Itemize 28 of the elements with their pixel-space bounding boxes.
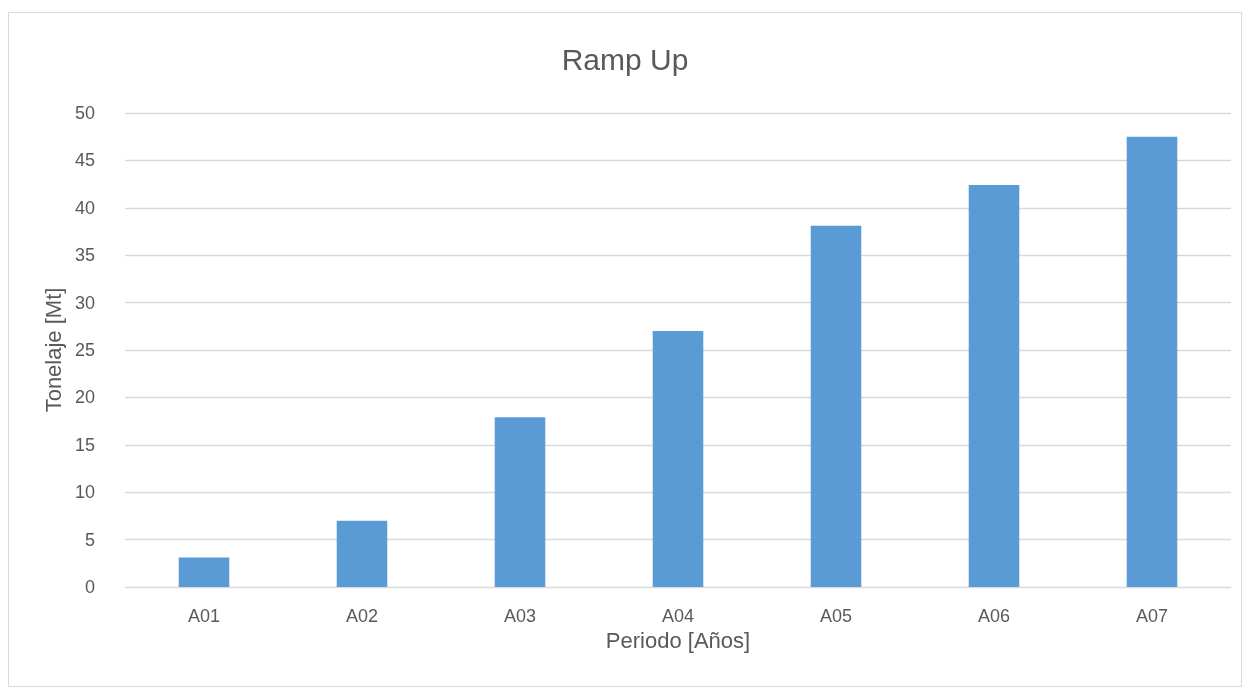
x-tick-label: A05: [819, 606, 853, 626]
bar: [652, 331, 704, 587]
x-tick-label: A03: [503, 606, 537, 626]
y-tick-label: 20: [74, 387, 95, 408]
bar: [810, 225, 862, 587]
y-tick-label: 50: [74, 103, 95, 123]
y-tick-label: 45: [74, 150, 95, 171]
x-axis-title: Periodo [Años]: [605, 628, 751, 654]
x-tick-label: A04: [661, 606, 695, 626]
y-tick-label: 40: [74, 197, 95, 218]
bar: [336, 520, 388, 587]
y-tick-label: 25: [74, 340, 95, 360]
y-tick-label: 10: [74, 482, 95, 503]
bar: [178, 557, 230, 587]
y-tick-label: 35: [74, 245, 95, 266]
x-tick-label: A02: [345, 606, 379, 626]
bar: [968, 185, 1020, 587]
bar: [1126, 136, 1178, 587]
x-tick-label: A01: [187, 606, 221, 626]
chart-title: Ramp Up: [561, 42, 689, 76]
x-tick-label: A06: [977, 606, 1011, 626]
bar: [494, 417, 546, 587]
y-axis-title: Tonelaje [Mt]: [40, 287, 66, 413]
y-tick-label: 15: [74, 434, 95, 455]
y-tick-label: 30: [74, 292, 95, 313]
y-tick-label: 0: [84, 577, 95, 597]
x-tick-label: A07: [1135, 606, 1169, 626]
y-tick-label: 5: [84, 529, 95, 550]
